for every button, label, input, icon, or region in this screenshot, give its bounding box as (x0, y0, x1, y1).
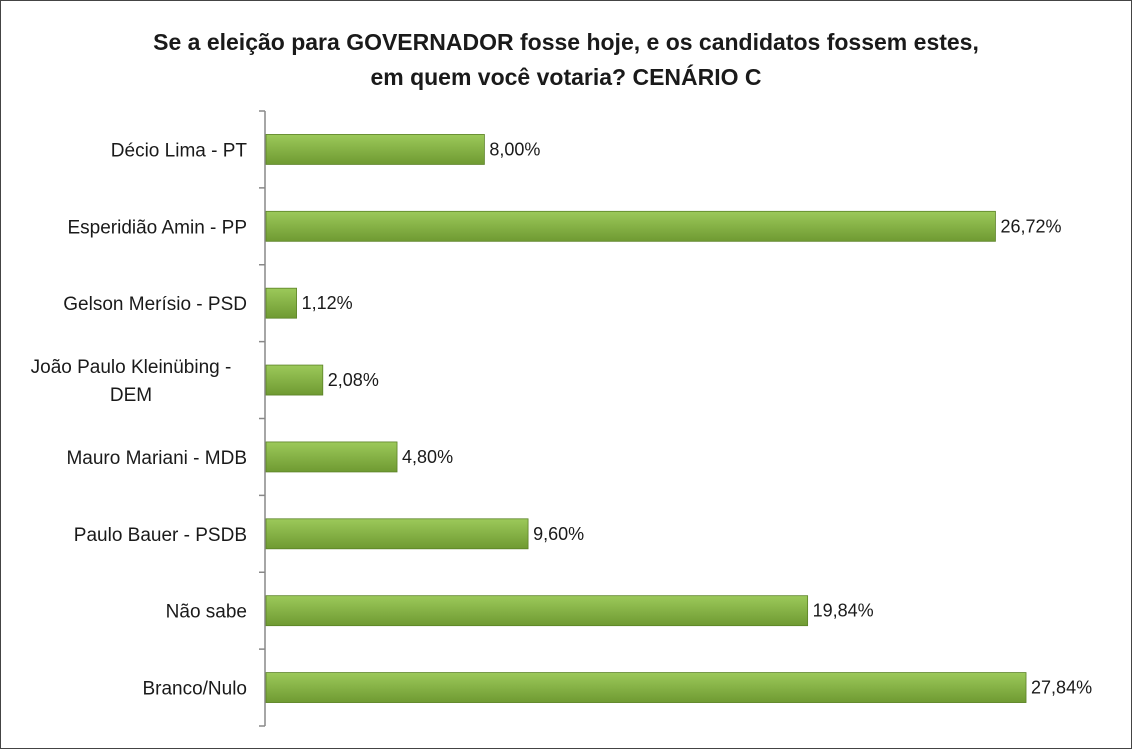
data-label: 27,84% (1031, 678, 1092, 698)
bar (265, 518, 529, 550)
data-label: 19,84% (813, 601, 874, 621)
chart-title-line-1: Se a eleição para GOVERNADOR fosse hoje,… (153, 29, 979, 55)
bar (265, 287, 297, 319)
data-label: 2,08% (328, 370, 379, 390)
category-label: Mauro Mariani - MDB (66, 448, 247, 469)
data-label: 8,00% (489, 139, 540, 159)
chart-title-line-2: em quem você votaria? CENÁRIO C (370, 64, 762, 90)
category-label: DEM (110, 385, 152, 406)
category-label: Décio Lima - PT (111, 140, 248, 161)
data-label: 1,12% (302, 293, 353, 313)
category-label: Branco/Nulo (142, 679, 247, 700)
bar (265, 595, 809, 627)
category-label: Gelson Merísio - PSD (63, 294, 247, 315)
bar (265, 441, 398, 473)
bar (265, 134, 485, 165)
data-label: 9,60% (533, 524, 584, 544)
category-label: Esperidião Amin - PP (67, 217, 247, 238)
bar (265, 210, 996, 242)
data-label: 4,80% (402, 447, 453, 467)
category-label: Paulo Bauer - PSDB (74, 525, 247, 546)
chart-title: Se a eleição para GOVERNADOR fosse hoje,… (1, 25, 1131, 95)
category-label: Não sabe (166, 602, 247, 623)
bar (265, 672, 1027, 703)
category-label: João Paulo Kleinübing - (31, 357, 232, 378)
bar (265, 364, 324, 396)
data-label: 26,72% (1000, 216, 1061, 236)
